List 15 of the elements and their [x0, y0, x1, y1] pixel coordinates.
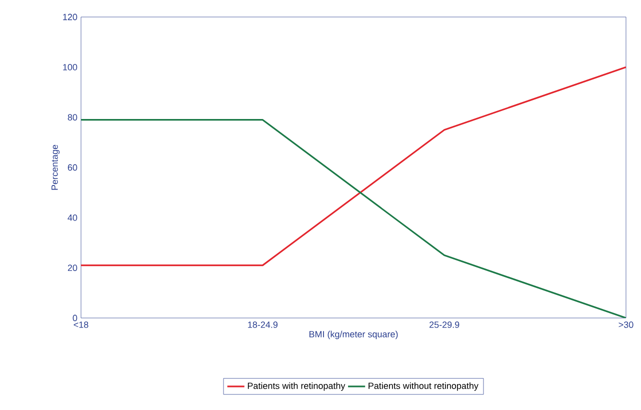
x-tick-label: 25-29.9 — [430, 322, 460, 328]
x-axis-title: BMI (kg/meter square) — [309, 330, 398, 340]
y-tick-label: 100 — [63, 64, 78, 70]
x-tick-label: >30 — [618, 322, 634, 328]
y-tick-label: 60 — [68, 164, 78, 171]
y-tick-label: 40 — [68, 214, 78, 221]
y-tick-label: 120 — [63, 14, 78, 20]
y-tick-label: 0 — [72, 314, 78, 322]
y-tick-label: 80 — [68, 114, 78, 121]
legend-label: Patients without retinopathy — [368, 382, 478, 391]
x-tick-label: <18 — [74, 322, 88, 328]
legend-label: Patients with retinopathy — [248, 382, 346, 391]
y-tick-label: 20 — [68, 264, 78, 272]
y-axis-title: Percentage — [52, 144, 60, 190]
x-tick-label: 18-24.9 — [248, 322, 278, 328]
